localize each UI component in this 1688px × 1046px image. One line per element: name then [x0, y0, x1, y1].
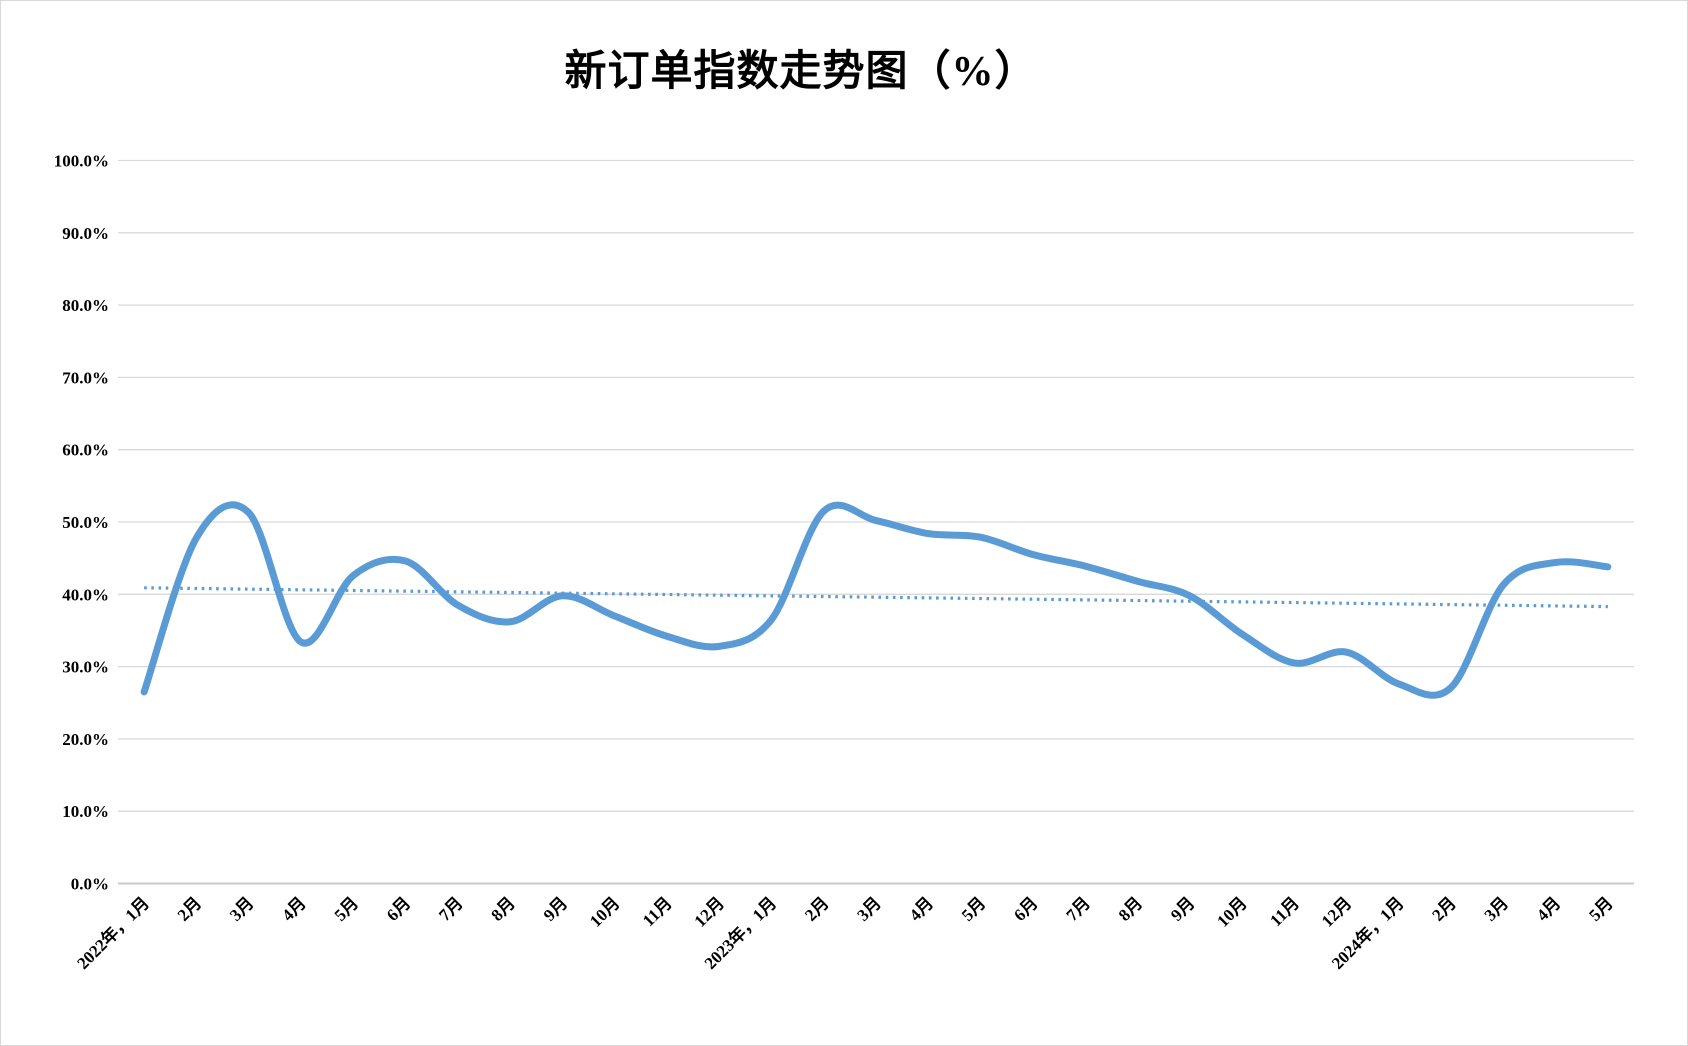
- x-axis-tick-label: 6月: [383, 893, 414, 924]
- x-axis-tick-label: 9月: [540, 893, 571, 924]
- x-axis-tick-label: 10月: [586, 893, 623, 930]
- y-axis-tick-label: 40.0%: [62, 585, 109, 604]
- y-axis-tick-label: 90.0%: [62, 224, 109, 243]
- x-axis-tick-label: 12月: [1318, 893, 1355, 930]
- trendline-dotted: [144, 586, 1608, 609]
- x-axis-tick-label: 4月: [1533, 893, 1564, 924]
- y-axis-tick-label: 0.0%: [71, 875, 109, 894]
- x-axis-tick-label: 9月: [1167, 893, 1198, 924]
- y-axis-tick-label: 80.0%: [62, 296, 109, 315]
- y-axis-tick-label: 20.0%: [62, 730, 109, 749]
- x-axis-tick-label: 10月: [1213, 893, 1250, 930]
- new-orders-index-line: [140, 501, 1612, 699]
- y-axis-tick-label: 50.0%: [62, 513, 109, 532]
- y-axis-tick-label: 70.0%: [62, 368, 109, 387]
- x-axis-tick-label: 7月: [435, 893, 466, 924]
- x-axis-tick-label: 3月: [226, 893, 257, 924]
- x-axis-tick-label: 8月: [1115, 893, 1146, 924]
- x-axis-tick-label: 3月: [1481, 893, 1512, 924]
- x-axis-tick-label: 2月: [801, 893, 832, 924]
- x-axis-tick-label: 5月: [331, 893, 362, 924]
- y-axis-tick-label: 60.0%: [62, 441, 109, 460]
- x-axis-tick-label: 5月: [1585, 893, 1616, 924]
- x-axis-tick-label: 11月: [639, 893, 676, 930]
- x-axis-tick-label: 2月: [174, 893, 205, 924]
- x-axis-tick-label: 3月: [853, 893, 884, 924]
- x-axis-tick-label: 4月: [278, 893, 309, 924]
- x-axis-tick-label: 4月: [906, 893, 937, 924]
- y-axis-tick-label: 10.0%: [62, 802, 109, 821]
- x-axis-tick-label: 11月: [1266, 893, 1303, 930]
- y-axis-tick-label: 100.0%: [54, 152, 109, 171]
- x-axis-tick-label: 12月: [691, 893, 728, 930]
- x-axis-tick-label: 2月: [1428, 893, 1459, 924]
- x-axis-tick-label: 2022年，1月: [73, 893, 153, 973]
- x-axis-tick-label: 6月: [1010, 893, 1041, 924]
- x-axis-tick-label: 7月: [1062, 893, 1093, 924]
- x-axis-tick-label: 5月: [958, 893, 989, 924]
- x-axis-tick-label: 8月: [487, 893, 518, 924]
- y-axis-tick-label: 30.0%: [62, 658, 109, 677]
